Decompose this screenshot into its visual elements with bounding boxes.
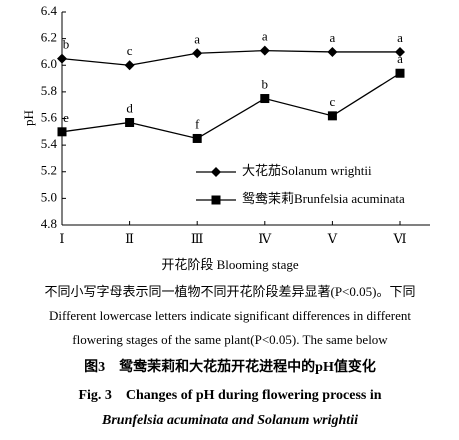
x-axis-label: 开花阶段 Blooming stage — [161, 257, 298, 272]
y-tick-label: 5.6 — [41, 109, 58, 124]
y-axis-label: pH — [21, 110, 36, 126]
marker — [259, 45, 270, 56]
significance-letter: a — [397, 30, 403, 45]
note: 不同小写字母表示同一植物不同开花阶段差异显著(P<0.05)。下同 — [45, 284, 416, 299]
significance-letter: a — [330, 30, 336, 45]
x-tick-label: Ⅵ — [392, 231, 406, 246]
y-tick-label: 5.2 — [41, 163, 57, 178]
significance-letter: c — [127, 43, 133, 58]
marker — [192, 48, 203, 59]
y-tick-label: 6.0 — [41, 56, 57, 71]
marker — [211, 167, 221, 177]
marker — [327, 46, 338, 57]
significance-letter: a — [194, 31, 200, 46]
significance-letter: d — [126, 100, 133, 115]
significance-letter: b — [262, 77, 269, 92]
y-tick-label: 6.4 — [41, 3, 58, 18]
significance-letter: e — [63, 110, 69, 125]
marker — [57, 53, 67, 64]
series-line — [61, 49, 400, 66]
marker — [124, 60, 135, 71]
x-tick-label: Ⅲ — [191, 231, 204, 246]
note: flowering stages of the same plant(P<0.0… — [72, 332, 388, 347]
marker — [327, 111, 337, 121]
x-tick-label: Ⅱ — [125, 231, 134, 246]
significance-letter: b — [63, 37, 70, 52]
significance-letter: a — [262, 29, 268, 44]
y-tick-label: 4.8 — [41, 216, 57, 231]
y-tick-label: 5.8 — [41, 83, 57, 98]
figure-title: Fig. 3 Changes of pH during flowering pr… — [78, 388, 381, 403]
significance-letter: c — [330, 94, 336, 109]
x-tick-label: Ⅰ — [59, 231, 64, 246]
significance-letter: f — [195, 116, 200, 131]
y-tick-label: 5.0 — [41, 189, 57, 204]
significance-letter: a — [397, 51, 403, 66]
marker — [192, 133, 202, 143]
figure-title: 图3 鸳鸯茉莉和大花茄开花进程中的pH值变化 — [84, 358, 376, 375]
figure-title: Brunfelsia acuminata and Solanum wrighti… — [101, 413, 358, 428]
y-tick-label: 5.4 — [41, 136, 58, 151]
y-tick-label: 6.2 — [41, 30, 57, 45]
series-line — [61, 72, 401, 140]
marker — [125, 117, 135, 127]
note: Different lowercase letters indicate sig… — [49, 308, 411, 323]
legend-label: 大花茄Solanum wrightii — [242, 163, 372, 178]
marker — [57, 127, 67, 137]
legend-label: 鸳鸯茉莉Brunfelsia acuminata — [242, 191, 405, 206]
marker — [395, 46, 405, 57]
marker — [395, 68, 405, 78]
marker — [211, 195, 221, 205]
x-tick-label: Ⅳ — [258, 231, 272, 246]
marker — [260, 94, 270, 104]
x-tick-label: Ⅴ — [327, 231, 338, 246]
